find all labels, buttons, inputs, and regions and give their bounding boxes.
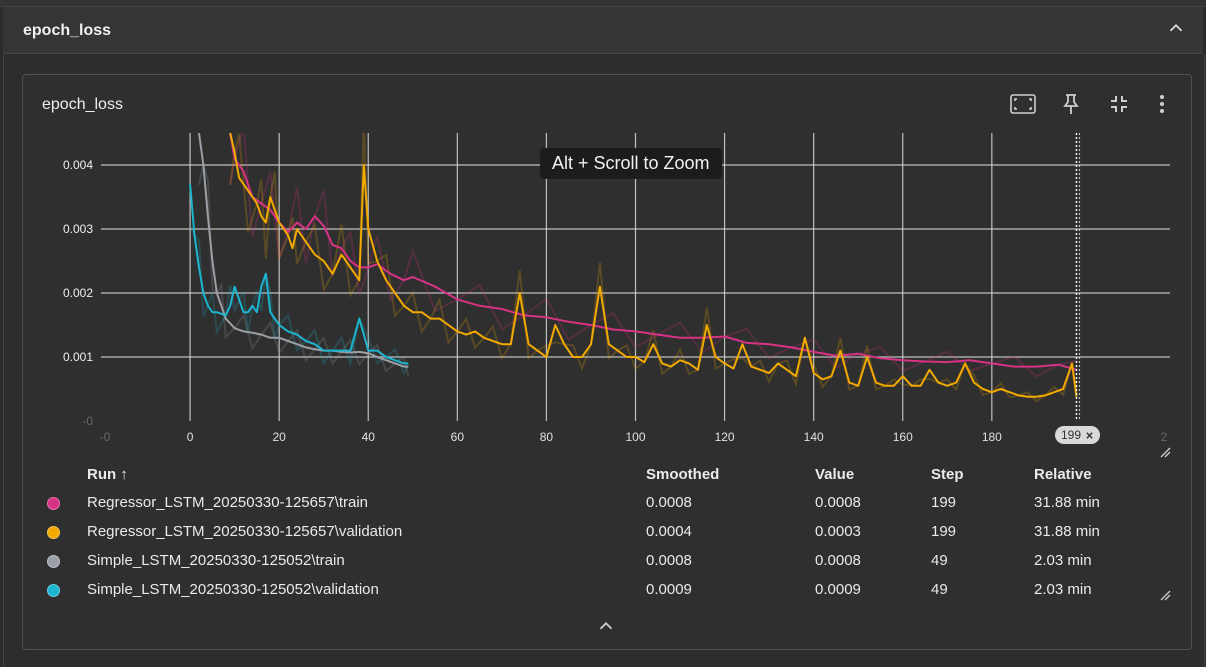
- table-header-row: Run ↑ Smoothed Value Step Relative: [41, 460, 1164, 488]
- chart-resize-handle-icon[interactable]: [1159, 446, 1171, 458]
- series-line: [229, 133, 1078, 398]
- run-color-cell: [41, 575, 87, 604]
- x-edge-tick-label: -0: [100, 430, 111, 444]
- section-header[interactable]: epoch_loss: [3, 7, 1203, 54]
- smoothed-value: 0.0009: [646, 581, 692, 598]
- x-tick-label: 80: [540, 430, 554, 444]
- x-tick-label: 0: [187, 430, 194, 444]
- run-name: Simple_LSTM_20250330-125052\validation: [87, 581, 379, 598]
- run-color-dot: [47, 554, 60, 568]
- close-icon[interactable]: [1085, 431, 1094, 440]
- y-tick-label: 0.003: [63, 222, 93, 236]
- x-tick-label: 60: [451, 430, 465, 444]
- table-row[interactable]: Simple_LSTM_20250330-125052\train 0.0008…: [41, 546, 1164, 575]
- header-step[interactable]: Step: [931, 465, 964, 483]
- step-value: 49: [931, 581, 948, 598]
- x-tick-label: 120: [715, 430, 735, 444]
- relative-time: 31.88 min: [1034, 494, 1100, 511]
- run-name: Simple_LSTM_20250330-125052\train: [87, 552, 345, 569]
- chevron-up-icon[interactable]: [595, 615, 617, 637]
- y-tick-label: 0.001: [63, 350, 93, 364]
- header-value[interactable]: Value: [815, 465, 855, 483]
- fit-domain-button[interactable]: [1005, 91, 1041, 117]
- table-row[interactable]: Regressor_LSTM_20250330-125657\train 0.0…: [41, 488, 1164, 517]
- fit-domain-icon: [1010, 94, 1036, 114]
- series-raw-line: [189, 226, 410, 377]
- header-color: [41, 460, 87, 488]
- smoothed-value: 0.0008: [646, 552, 692, 569]
- zoom-hint-tooltip: Alt + Scroll to Zoom: [540, 148, 722, 179]
- header-smoothed[interactable]: Smoothed: [646, 465, 720, 483]
- run-name: Regressor_LSTM_20250330-125657\validatio…: [87, 523, 403, 540]
- run-color-cell: [41, 517, 87, 546]
- raw-value: 0.0009: [815, 581, 861, 598]
- x-tick-label: 160: [893, 430, 913, 444]
- section-title: epoch_loss: [23, 22, 112, 39]
- runs-table: Run ↑ Smoothed Value Step Relative Regre…: [41, 460, 1164, 604]
- step-value: 199: [931, 523, 957, 540]
- series-raw-line: [198, 161, 410, 377]
- relative-time: 31.88 min: [1034, 523, 1100, 540]
- raw-value: 0.0003: [815, 523, 861, 540]
- pin-icon: [1063, 94, 1079, 114]
- run-color-dot: [47, 583, 60, 597]
- x-tick-label: 20: [272, 430, 286, 444]
- step-cursor-chip[interactable]: 199: [1055, 426, 1101, 444]
- step-chip-label: 199: [1061, 428, 1082, 442]
- series-group: [189, 133, 1078, 403]
- y-tick-label: 0.004: [63, 158, 93, 172]
- pin-button[interactable]: [1053, 91, 1089, 117]
- more-vert-icon: [1160, 95, 1164, 113]
- run-color-cell: [41, 546, 87, 575]
- x-tick-label: 100: [625, 430, 645, 444]
- more-options-button[interactable]: [1149, 91, 1175, 117]
- run-color-dot: [47, 525, 60, 539]
- scalar-card: epoch_loss 0 20 40 60 80 100 120 140 16: [22, 74, 1192, 650]
- table-row[interactable]: Simple_LSTM_20250330-125052\validation 0…: [41, 575, 1164, 604]
- run-color-dot: [47, 496, 60, 510]
- top-strip: [0, 0, 1206, 7]
- card-title: epoch_loss: [42, 96, 123, 113]
- step-value: 199: [931, 494, 957, 511]
- relative-time: 2.03 min: [1034, 552, 1092, 569]
- card-toolbar: [1005, 91, 1175, 117]
- table-resize-handle-icon[interactable]: [1159, 589, 1171, 601]
- relative-time: 2.03 min: [1034, 581, 1092, 598]
- y-tick-label: 0.002: [63, 286, 93, 300]
- y-edge-tick-label: -0: [82, 414, 93, 428]
- header-relative[interactable]: Relative: [1034, 465, 1092, 483]
- header-run[interactable]: Run ↑: [87, 465, 128, 483]
- x-tick-label: 180: [982, 430, 1002, 444]
- x-tick-label: 40: [362, 430, 376, 444]
- table-row[interactable]: Regressor_LSTM_20250330-125657\validatio…: [41, 517, 1164, 546]
- raw-value: 0.0008: [815, 494, 861, 511]
- raw-value: 0.0008: [815, 552, 861, 569]
- collapse-chart-button[interactable]: [1101, 91, 1137, 117]
- smoothed-value: 0.0008: [646, 494, 692, 511]
- chevron-up-icon[interactable]: [1165, 17, 1187, 39]
- line-chart[interactable]: 0 20 40 60 80 100 120 140 160 180 0.001 0.002 0.003 0…: [23, 75, 1191, 455]
- x-tick-label: 140: [804, 430, 824, 444]
- collapse-icon: [1111, 96, 1127, 112]
- x-edge-tick-label: 2: [1161, 430, 1168, 444]
- step-value: 49: [931, 552, 948, 569]
- run-name: Regressor_LSTM_20250330-125657\train: [87, 494, 369, 511]
- run-color-cell: [41, 488, 87, 517]
- smoothed-value: 0.0004: [646, 523, 692, 540]
- series-line: [198, 133, 409, 368]
- series-line: [189, 184, 409, 365]
